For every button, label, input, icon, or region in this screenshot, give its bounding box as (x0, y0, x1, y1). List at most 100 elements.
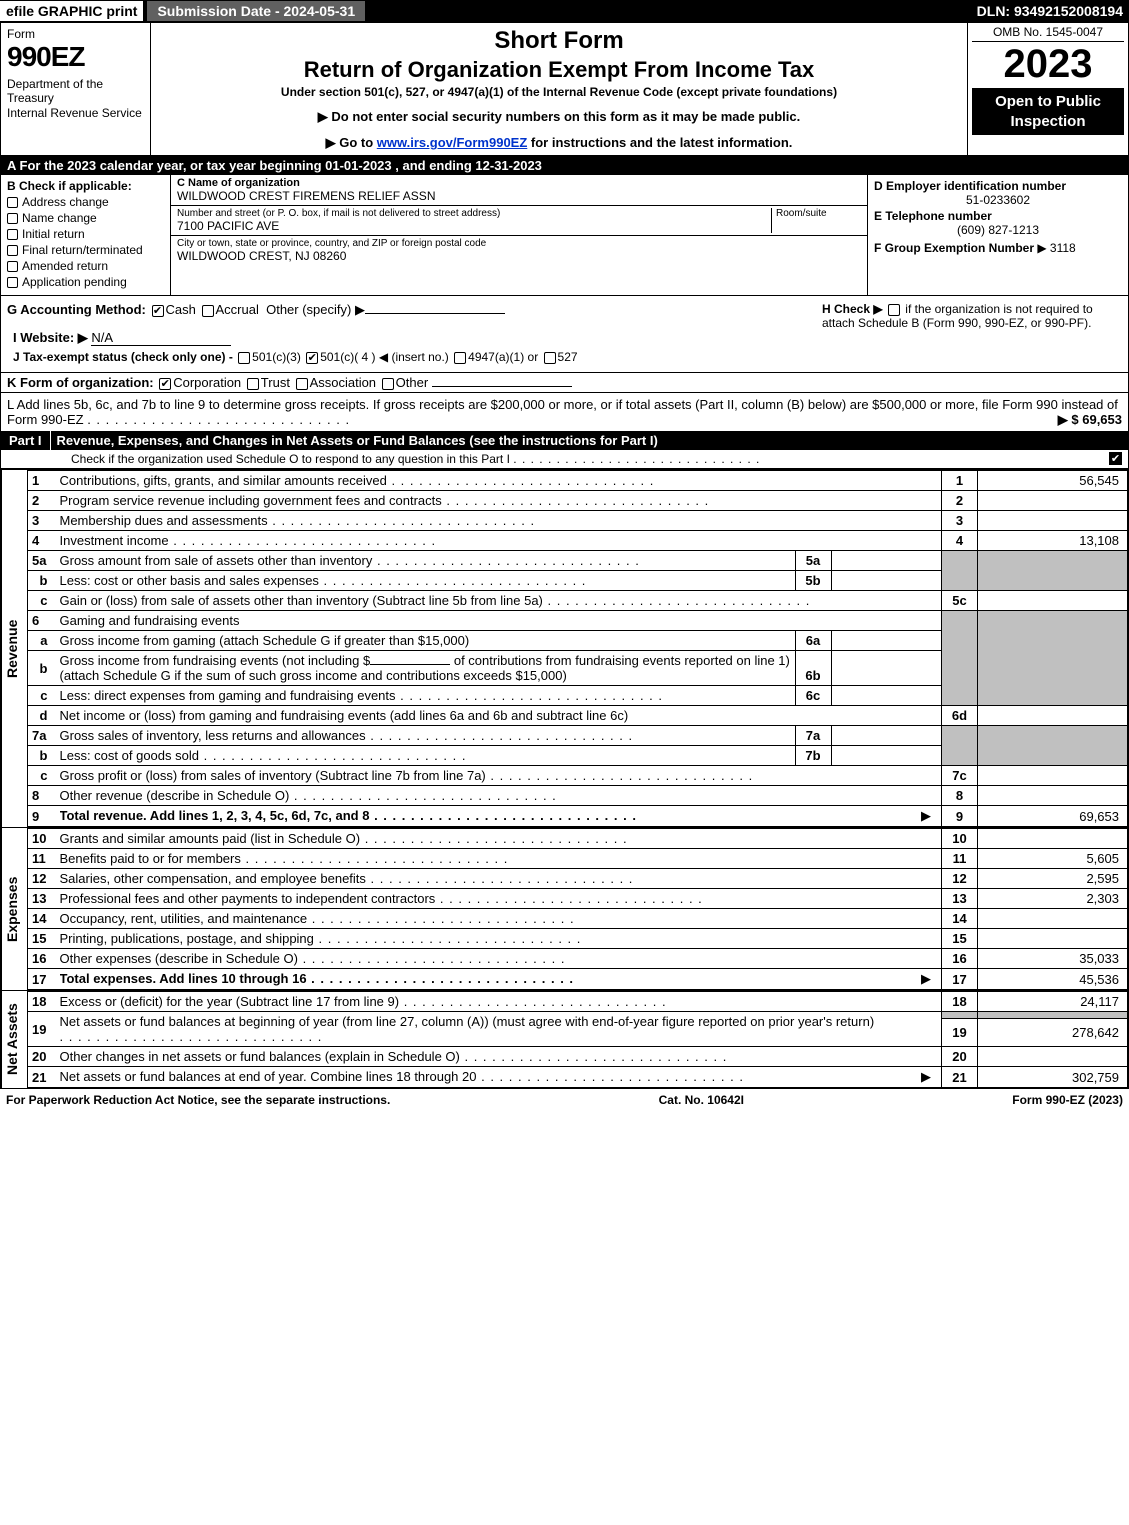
revenue-section: Revenue 1Contributions, gifts, grants, a… (1, 469, 1128, 827)
tax-year: 2023 (972, 44, 1124, 84)
submission-date: Submission Date - 2024-05-31 (147, 1, 365, 21)
lbl-accrual: Accrual (216, 302, 259, 317)
lbl-pending: Application pending (22, 275, 127, 289)
chk-501c[interactable] (306, 352, 318, 364)
i-label: I Website: ▶ (13, 330, 88, 345)
short-form: Short Form (159, 27, 959, 55)
chk-other[interactable] (382, 378, 394, 390)
org-name: WILDWOOD CREST FIREMENS RELIEF ASSN (177, 189, 861, 203)
part1-tab: Part I (1, 431, 51, 450)
chk-4947[interactable] (454, 352, 466, 364)
chk-name[interactable] (7, 213, 18, 224)
chk-accrual[interactable] (202, 305, 214, 317)
chk-schedule-o[interactable] (1109, 452, 1122, 465)
header-right: OMB No. 1545-0047 2023 Open to Public In… (968, 23, 1128, 155)
section-k: K Form of organization: Corporation Trus… (1, 372, 1128, 392)
note-ssn: ▶ Do not enter social security numbers o… (159, 109, 959, 125)
efile-label: efile GRAPHIC print (0, 1, 143, 21)
omb: OMB No. 1545-0047 (972, 25, 1124, 42)
section-bcdef: B Check if applicable: Address change Na… (1, 175, 1128, 296)
lbl-address: Address change (22, 195, 109, 209)
footer: For Paperwork Reduction Act Notice, see … (0, 1089, 1129, 1111)
lbl-name: Name change (22, 211, 97, 225)
side-netassets: Net Assets (1, 991, 27, 1088)
expenses-table: 10Grants and similar amounts paid (list … (27, 828, 1128, 990)
j-c: 4947(a)(1) or (468, 350, 538, 364)
side-revenue: Revenue (1, 470, 27, 827)
lbl-cash: Cash (166, 302, 196, 317)
part1-sub-text: Check if the organization used Schedule … (71, 452, 510, 466)
phone: (609) 827-1213 (874, 223, 1122, 237)
header-center: Short Form Return of Organization Exempt… (151, 23, 968, 155)
lbl-initial: Initial return (22, 227, 85, 241)
k-3: Other (396, 375, 429, 390)
chk-trust[interactable] (247, 378, 259, 390)
lbl-other: Other (specify) ▶ (266, 302, 365, 317)
d-label: D Employer identification number (874, 179, 1122, 193)
chk-pending[interactable] (7, 277, 18, 288)
col-def: D Employer identification number 51-0233… (868, 175, 1128, 295)
form-title: Return of Organization Exempt From Incom… (159, 57, 959, 83)
side-expenses: Expenses (1, 828, 27, 990)
j-d: 527 (558, 350, 578, 364)
e-label: E Telephone number (874, 209, 1122, 223)
note2-post: for instructions and the latest informat… (527, 135, 792, 150)
part1-head: Part I Revenue, Expenses, and Changes in… (1, 431, 1128, 450)
l-amt: ▶ $ 69,653 (1058, 412, 1122, 428)
ein: 51-0233602 (874, 193, 1122, 207)
revenue-table: 1Contributions, gifts, grants, and simil… (27, 470, 1128, 827)
irs-link[interactable]: www.irs.gov/Form990EZ (377, 135, 528, 150)
foot-left: For Paperwork Reduction Act Notice, see … (6, 1093, 390, 1107)
dots (87, 412, 350, 427)
k-1: Trust (261, 375, 290, 390)
form-body: Form 990EZ Department of the Treasury In… (0, 22, 1129, 1089)
chk-assoc[interactable] (296, 378, 308, 390)
website: N/A (91, 330, 231, 346)
h-label: H Check ▶ (822, 302, 883, 316)
expenses-section: Expenses 10Grants and similar amounts pa… (1, 827, 1128, 990)
chk-initial[interactable] (7, 229, 18, 240)
lbl-final: Final return/terminated (22, 243, 143, 257)
street-label: Number and street (or P. O. box, if mail… (177, 208, 771, 219)
f-val: ▶ 3118 (1037, 241, 1075, 255)
k-2: Association (310, 375, 376, 390)
chk-h[interactable] (888, 304, 900, 316)
j-b: 501(c)( 4 ) ◀ (insert no.) (320, 350, 449, 364)
dln: DLN: 93492152008194 (977, 3, 1129, 19)
chk-527[interactable] (544, 352, 556, 364)
part1-title: Revenue, Expenses, and Changes in Net As… (51, 431, 664, 450)
lbl-amended: Amended return (22, 259, 108, 273)
room-label: Room/suite (771, 208, 861, 233)
note2-pre: ▶ Go to (326, 135, 377, 150)
note-link: ▶ Go to www.irs.gov/Form990EZ for instru… (159, 135, 959, 151)
street-val: 7100 PACIFIC AVE (177, 219, 771, 233)
city-label: City or town, state or province, country… (177, 238, 861, 249)
chk-amended[interactable] (7, 261, 18, 272)
dept: Department of the Treasury Internal Reve… (7, 77, 144, 120)
chk-501c3[interactable] (238, 352, 250, 364)
form-subtitle: Under section 501(c), 527, or 4947(a)(1)… (159, 85, 959, 99)
col-c: C Name of organization WILDWOOD CREST FI… (171, 175, 868, 295)
chk-corp[interactable] (159, 378, 171, 390)
city-val: WILDWOOD CREST, NJ 08260 (177, 249, 861, 263)
col-b: B Check if applicable: Address change Na… (1, 175, 171, 295)
j-a: 501(c)(3) (252, 350, 301, 364)
netassets-section: Net Assets 18Excess or (deficit) for the… (1, 990, 1128, 1088)
chk-cash[interactable] (152, 305, 164, 317)
section-l: L Add lines 5b, 6c, and 7b to line 9 to … (1, 392, 1128, 431)
k-line (432, 386, 572, 387)
header-left: Form 990EZ Department of the Treasury In… (1, 23, 151, 155)
c-label: C Name of organization (177, 177, 861, 189)
open-inspection: Open to Public Inspection (972, 88, 1124, 135)
part1-sub: Check if the organization used Schedule … (1, 450, 1128, 469)
row-a: A For the 2023 calendar year, or tax yea… (1, 156, 1128, 175)
form-word: Form (7, 27, 144, 41)
b-head: B Check if applicable: (7, 179, 164, 193)
section-h: H Check ▶ if the organization is not req… (822, 302, 1122, 366)
foot-right: Form 990-EZ (2023) (1012, 1093, 1123, 1107)
chk-address[interactable] (7, 197, 18, 208)
g-label: G Accounting Method: (7, 302, 146, 317)
k-0: Corporation (173, 375, 241, 390)
foot-mid: Cat. No. 10642I (659, 1093, 744, 1107)
chk-final[interactable] (7, 245, 18, 256)
